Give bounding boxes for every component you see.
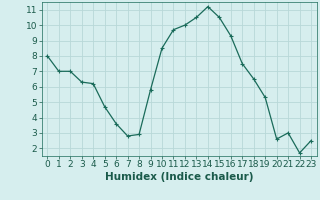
X-axis label: Humidex (Indice chaleur): Humidex (Indice chaleur) <box>105 172 253 182</box>
